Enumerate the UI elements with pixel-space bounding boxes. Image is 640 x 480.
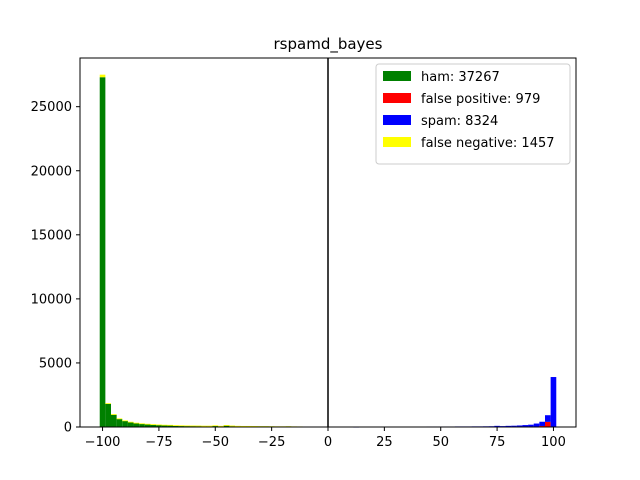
histogram-bar-0-5 [127, 422, 134, 427]
histogram-bar-0-22 [223, 425, 230, 427]
chart-title: rspamd_bayes [274, 35, 383, 54]
histogram-bar-0-3 [116, 419, 123, 427]
x-tick-label-5: 25 [376, 435, 393, 450]
histogram-bar-3-23 [229, 425, 235, 427]
legend-swatch-2 [383, 115, 411, 125]
histogram-bar-3-19 [206, 425, 213, 427]
legend-swatch-0 [383, 71, 411, 81]
legend: ham: 37267 false positive: 979 spam: 8324 f… [375, 63, 571, 165]
y-tick-label-0: 0 [64, 421, 72, 436]
y-tick-label-3: 15000 [31, 228, 72, 243]
histogram-bar-3-14 [178, 425, 185, 427]
x-tick-label-6: 50 [432, 435, 449, 450]
histogram-bar-3-3 [116, 418, 123, 420]
histogram-bar-0-13 [173, 425, 179, 427]
histogram-bar-0-16 [189, 425, 196, 427]
histogram-bar-0-1 [105, 403, 111, 427]
histogram-bar-2-34 [545, 415, 551, 422]
histogram-bar-3-25 [240, 425, 247, 427]
histogram-bar-3-16 [189, 425, 196, 427]
histogram-bar-0-9 [150, 424, 157, 427]
histogram-bar-0-12 [167, 425, 173, 427]
histogram-bar-0-20 [212, 425, 219, 427]
histogram-bar-2-28 [511, 425, 517, 427]
y-tick-label-4: 20000 [31, 164, 72, 179]
histogram-bar-3-4 [122, 420, 128, 422]
histogram-bar-2-27 [505, 425, 512, 427]
histogram-bar-3-6 [133, 422, 140, 424]
legend-label-3: false negative: 1457 [421, 136, 555, 151]
histogram-bar-0-6 [133, 423, 140, 427]
x-tick-label-4: 0 [324, 435, 332, 450]
histogram-bar-2-33 [539, 421, 545, 426]
y-tick-label-1: 5000 [39, 356, 72, 371]
histogram-bar-3-10 [156, 424, 162, 426]
histogram-bar-3-0 [99, 74, 106, 78]
histogram-bar-2-35 [550, 377, 557, 427]
histogram-bar-0-11 [161, 425, 168, 427]
histogram-bar-3-18 [201, 425, 207, 427]
histogram-bar-2-30 [522, 425, 529, 427]
x-tick-label-8: 100 [541, 435, 566, 450]
x-tick-label-2: −50 [202, 435, 229, 450]
legend-label-2: spam: 8324 [421, 114, 498, 129]
histogram-bar-3-22 [223, 425, 230, 426]
legend-label-1: false positive: 979 [421, 92, 540, 107]
histogram-bar-2-32 [533, 423, 540, 427]
histogram-bar-1-1 [539, 425, 545, 427]
legend-swatch-1 [383, 93, 411, 103]
histogram-bar-3-20 [212, 425, 219, 427]
y-tick-label-5: 25000 [31, 100, 72, 115]
histogram-bar-0-10 [156, 424, 162, 427]
histogram-bar-0-23 [229, 425, 235, 427]
histogram-bar-0-0 [99, 77, 106, 427]
histogram-bar-2-25 [494, 425, 500, 427]
histogram-bar-0-17 [195, 425, 202, 427]
histogram-bar-0-2 [111, 414, 117, 427]
histogram-bar-3-27 [251, 426, 258, 427]
x-axis-ticks: −100 −75 −50 −25 0 25 50 75 100 [85, 427, 566, 450]
histogram-bar-3-21 [218, 425, 224, 427]
histogram-bar-3-2 [111, 414, 117, 415]
histogram-bar-3-11 [161, 424, 168, 426]
histogram-bar-3-8 [144, 423, 151, 425]
legend-box [375, 63, 571, 165]
histogram-bar-0-14 [178, 425, 185, 427]
histogram-bar-0-8 [144, 424, 151, 427]
histogram-bar-3-15 [184, 425, 190, 427]
histogram-bar-0-7 [139, 423, 145, 427]
histogram-bar-3-12 [167, 424, 173, 426]
histogram-bar-3-7 [139, 423, 145, 425]
legend-swatch-3 [383, 137, 411, 147]
x-tick-label-7: 75 [489, 435, 506, 450]
x-tick-label-0: −100 [85, 435, 121, 450]
x-tick-label-3: −25 [258, 435, 285, 450]
histogram-bar-2-31 [528, 424, 534, 427]
histogram-bar-3-17 [195, 425, 202, 427]
histogram-bar-0-15 [184, 425, 190, 427]
histogram-bar-3-9 [150, 424, 157, 425]
y-tick-label-2: 10000 [31, 292, 72, 307]
x-tick-label-1: −75 [145, 435, 172, 450]
y-axis-ticks: 0 5000 10000 15000 20000 25000 [31, 100, 80, 436]
histogram-bar-3-5 [127, 421, 134, 423]
histogram-bar-2-29 [516, 425, 523, 427]
histogram-bar-3-26 [246, 425, 252, 427]
histogram-bar-1-0 [545, 421, 551, 427]
histogram-bar-3-1 [105, 403, 111, 404]
histogram-bar-3-24 [235, 425, 241, 427]
histogram-bar-3-13 [173, 425, 179, 427]
legend-label-0: ham: 37267 [421, 70, 500, 85]
histogram-bar-0-4 [122, 420, 128, 427]
